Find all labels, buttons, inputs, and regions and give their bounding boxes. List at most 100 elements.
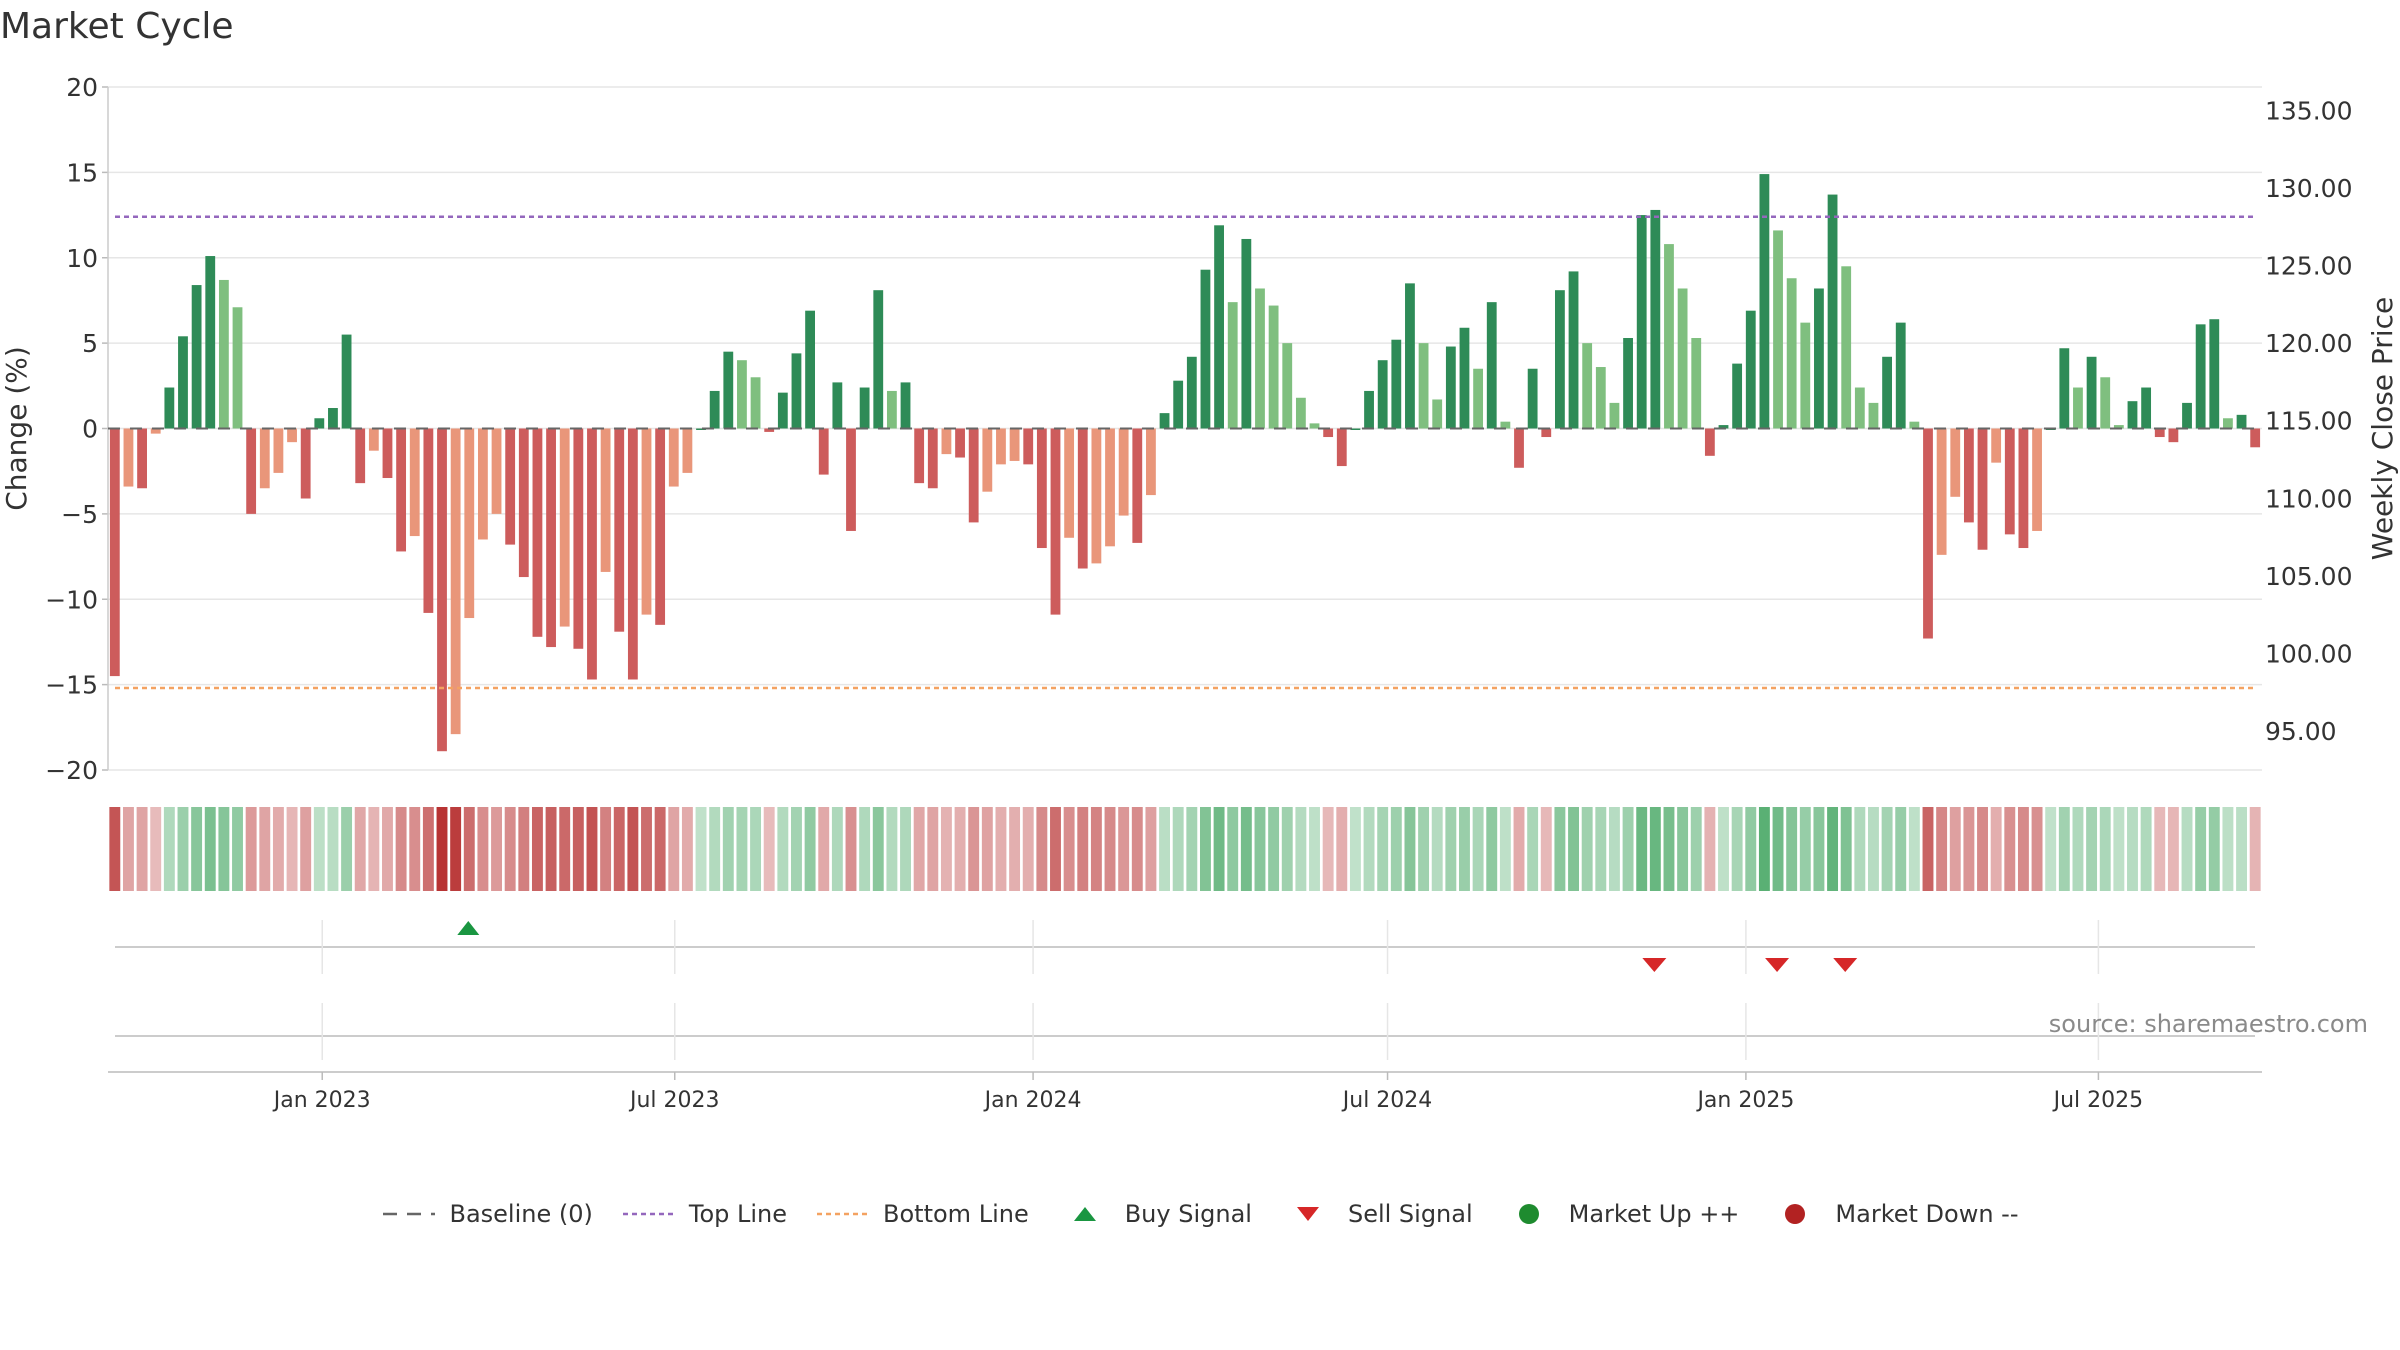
change-bar [1977,428,1988,550]
y2-tick-label: 125.00 [2265,252,2352,281]
heat-cell [1936,807,1948,891]
change-bar [1514,428,1524,468]
heat-cell [341,807,353,891]
change-bar [1909,421,1920,429]
legend-label: Market Down -- [1835,1200,2019,1228]
heat-cell [1581,807,1593,891]
heat-cell [900,807,911,891]
change-bar [1350,428,1361,430]
change-bar [437,428,447,752]
change-bar [1950,428,1961,497]
heat-cell [1309,807,1320,891]
heat-cell [450,807,462,891]
heat-cell [1063,807,1075,891]
change-bar [1636,215,1647,429]
change-bar [696,428,706,430]
heat-cell [1813,807,1825,891]
change-bar [1786,278,1797,429]
legend-symbol-circle [1767,1202,1823,1226]
heat-cell [150,807,162,891]
change-bar [1418,343,1429,429]
legend-symbol-triangle-down [1280,1202,1336,1226]
change-bar [1336,428,1347,467]
change-bar [464,428,475,619]
change-bar [1173,380,1184,429]
heat-cell [1336,807,1348,891]
heat-cell [368,807,380,891]
heat-cell [286,807,298,891]
change-bar [382,428,393,479]
heat-cell [804,807,816,891]
legend-item: Bottom Line [815,1200,1029,1228]
heat-cell [1363,807,1375,891]
change-bar [137,428,147,489]
change-bar [873,290,884,429]
change-bar [1718,425,1729,429]
change-bar [1773,230,1783,429]
change-bar [1486,302,1497,429]
change-bar [2113,425,2124,429]
heat-cell [627,807,639,891]
change-bar [1105,428,1115,547]
legend-item: Sell Signal [1280,1200,1473,1228]
heat-cell [191,807,203,891]
change-bar [1282,343,1293,429]
heat-cell [1145,807,1157,891]
heat-cell [136,807,148,891]
heat-cell [586,807,598,891]
change-bar [900,382,911,429]
legend-label: Market Up ++ [1568,1200,1740,1228]
heat-cell [1431,807,1443,891]
change-bar [505,428,516,545]
heat-cell [968,807,980,891]
change-bar [1036,428,1047,549]
change-bar [587,428,597,680]
y-tick-label: −5 [61,500,98,529]
change-bar [2018,428,2029,549]
heat-cell [2099,807,2111,891]
chart-legend: Baseline (0) Top Line Bottom Line Buy Signa… [0,1200,2400,1228]
heat-cell [204,807,216,891]
change-bar [941,428,952,455]
y-tick-label: 15 [66,158,98,187]
heat-cell [1990,807,2002,891]
change-bar [805,310,816,429]
change-bar [2100,377,2111,429]
heat-cell [2154,807,2166,891]
heat-cell [1827,807,1839,891]
sell-signal-marker [1765,958,1790,972]
heat-cell [2058,807,2070,891]
heat-cell [668,807,680,891]
change-bar [1132,428,1143,543]
heat-cell [1227,807,1239,891]
change-bar [846,428,856,531]
change-bar [314,418,325,429]
heat-cell [1213,807,1225,891]
heat-cell [2208,807,2220,891]
change-bar [1077,428,1088,569]
heat-cell [2249,807,2261,891]
change-bar [396,428,407,552]
heat-cell [1036,807,1048,891]
change-bar [859,387,870,429]
change-bar [1868,402,1879,429]
change-bar [682,428,693,473]
change-bar [2004,428,2015,535]
heat-cell [313,807,325,891]
change-bar [1268,305,1279,429]
change-bar [927,428,938,489]
change-bar [1445,346,1456,429]
sell-signal-marker [1833,958,1858,972]
buy-signal-marker [457,921,480,935]
heat-cell [327,807,339,891]
x-tick-label: Jan 2023 [272,1088,371,1113]
heat-cell [1172,807,1184,891]
heat-cell [736,807,748,891]
heat-cell [1186,807,1198,891]
heat-cell [2236,807,2248,891]
heat-cell [722,807,734,891]
change-bar [477,428,488,540]
change-bar [2223,418,2233,429]
heat-cell [1009,807,1021,891]
y-tick-label: −10 [45,585,98,614]
